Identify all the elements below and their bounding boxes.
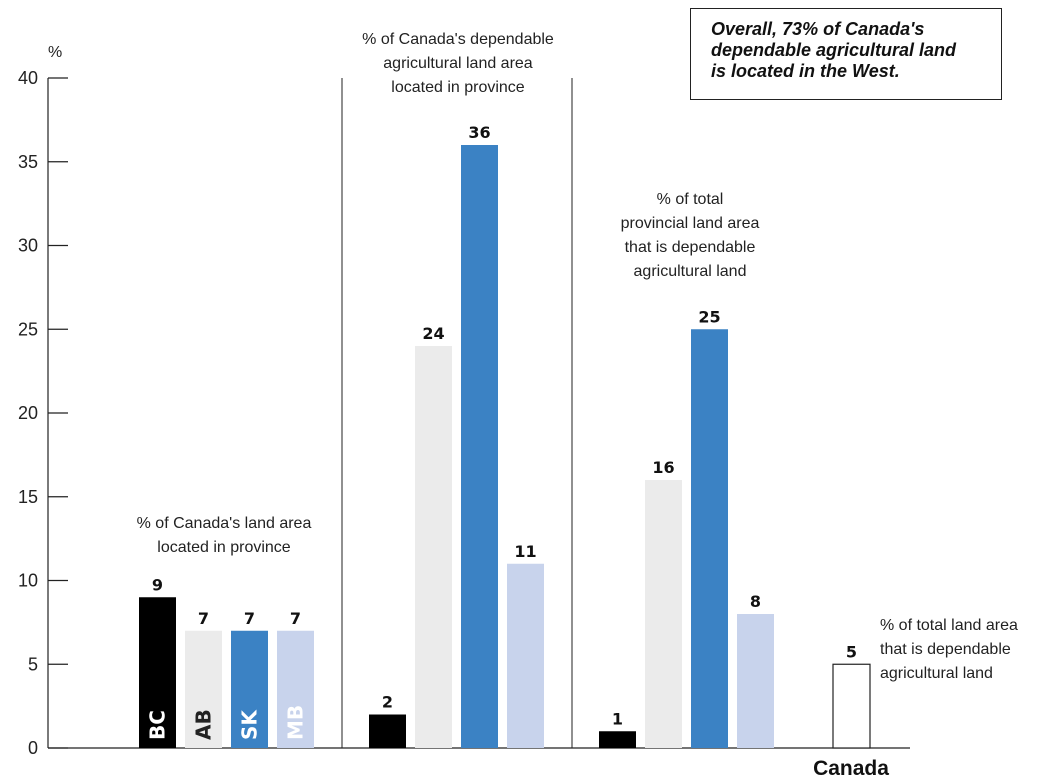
group-label-line: agricultural land area — [383, 55, 533, 72]
y-tick-label: 0 — [28, 738, 38, 758]
value-label: 36 — [468, 123, 490, 142]
bar-mb — [507, 563, 544, 748]
group-label-line: % of Canada's land area — [137, 515, 312, 532]
value-label: 16 — [652, 458, 674, 477]
value-label: 1 — [612, 709, 623, 728]
bar-ab — [415, 346, 452, 748]
bar-bc — [369, 714, 406, 748]
group-label-line: located in province — [157, 539, 291, 556]
y-tick-label: 35 — [18, 152, 38, 172]
y-tick-label: 15 — [18, 487, 38, 507]
bar-canada — [832, 663, 871, 749]
value-label: 7 — [198, 609, 209, 628]
value-label: 25 — [698, 307, 720, 326]
group-label-line: agricultural land — [634, 263, 747, 280]
y-tick-label: 25 — [18, 319, 38, 339]
group-label-line: % of Canada's dependable — [362, 31, 554, 48]
value-label: 24 — [422, 324, 444, 343]
bar-ab — [645, 480, 682, 748]
province-label-bc: BC — [146, 710, 170, 740]
y-tick-label: 5 — [28, 654, 38, 674]
value-label: 9 — [152, 575, 163, 594]
group-label-line: located in province — [391, 79, 525, 96]
group-label-line: agricultural land — [880, 665, 993, 682]
value-label: 11 — [514, 542, 536, 561]
bar-bc — [139, 597, 176, 748]
province-label-ab: AB — [192, 709, 216, 740]
province-label-mb: MB — [284, 705, 308, 740]
bar-sk — [231, 630, 268, 748]
group-label-line: that is dependable — [625, 239, 756, 256]
value-label: 7 — [244, 609, 255, 628]
bar-sk — [691, 329, 728, 748]
y-tick-label: 20 — [18, 403, 38, 423]
value-label: 7 — [290, 609, 301, 628]
bar-ab — [185, 630, 222, 748]
summary-note-line: Overall, 73% of Canada's — [711, 19, 925, 39]
value-label: 2 — [382, 693, 393, 712]
bar-sk — [461, 145, 498, 748]
value-label: 8 — [750, 592, 761, 611]
summary-note-line: dependable agricultural land — [711, 40, 957, 60]
summary-note: Overall, 73% of Canada's dependable agri… — [690, 8, 1002, 100]
group-label-line: provincial land area — [621, 215, 760, 232]
bar-bc — [599, 731, 636, 748]
province-label-sk: SK — [238, 709, 262, 740]
group-label-line: that is dependable — [880, 641, 1011, 658]
y-tick-label: 40 — [18, 68, 38, 88]
group-label-line: % of total — [657, 191, 724, 208]
group-label-line: % of total land area — [880, 617, 1018, 634]
summary-note-line: is located in the West. — [711, 61, 900, 81]
y-unit-label: % — [48, 44, 62, 61]
value-label: 5 — [846, 642, 857, 661]
bar-mb — [277, 630, 314, 748]
y-tick-label: 10 — [18, 571, 38, 591]
y-tick-label: 30 — [18, 236, 38, 256]
bar-mb — [737, 614, 774, 748]
category-label-canada: Canada — [813, 757, 889, 779]
